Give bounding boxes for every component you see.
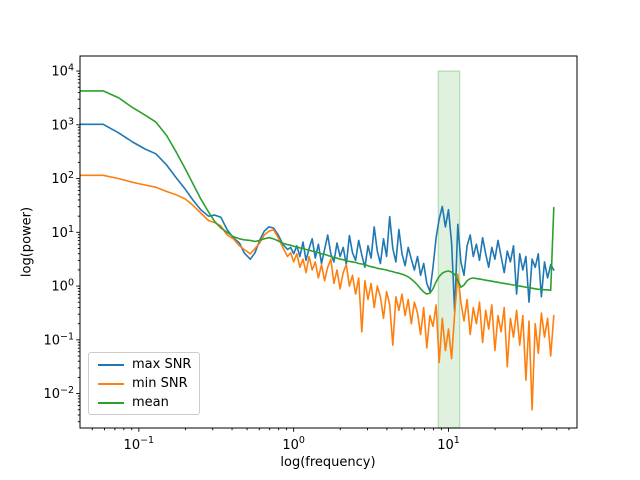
series-lines xyxy=(80,90,555,411)
legend-line-sample xyxy=(98,382,124,385)
plot-border xyxy=(79,55,578,429)
y-tick-label: 10−1 xyxy=(43,331,74,348)
y-tick-label: 104 xyxy=(51,63,74,80)
line-mean xyxy=(80,90,555,295)
line-min-snr xyxy=(80,174,555,411)
legend-item: min SNR xyxy=(89,377,199,390)
legend: max SNR min SNR mean xyxy=(88,352,200,415)
y-tick-label: 102 xyxy=(51,170,74,187)
y-tick-label: 101 xyxy=(51,224,74,241)
legend-item: max SNR xyxy=(89,358,199,371)
y-tick-label: 100 xyxy=(51,278,74,295)
legend-label: min SNR xyxy=(132,376,188,391)
legend-label: max SNR xyxy=(132,357,192,372)
line-max-snr xyxy=(80,123,555,314)
y-axis-label: log(power) xyxy=(19,206,35,278)
x-tick-label: 10−1 xyxy=(124,435,155,453)
y-tick-label: 10−2 xyxy=(43,385,74,402)
x-tick-label: 101 xyxy=(437,435,460,453)
legend-item: mean xyxy=(89,396,199,409)
x-tick-label: 100 xyxy=(282,435,305,453)
x-axis-label: log(frequency) xyxy=(280,455,376,470)
y-tick-label: 103 xyxy=(51,116,74,133)
legend-line-sample xyxy=(98,401,124,404)
legend-line-sample xyxy=(98,363,124,366)
legend-label: mean xyxy=(132,395,169,410)
